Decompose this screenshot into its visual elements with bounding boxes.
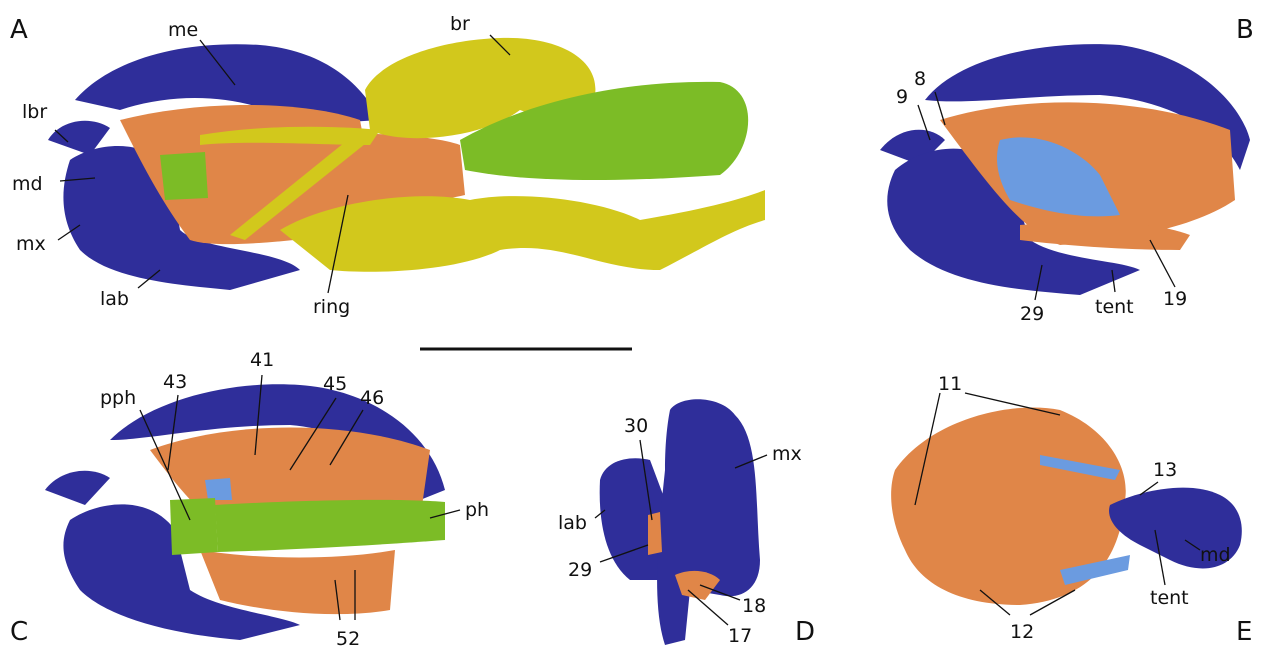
label: md xyxy=(1200,544,1231,566)
label: 19 xyxy=(1163,288,1187,310)
panel-letter: D xyxy=(795,617,815,647)
label: 9 xyxy=(896,86,908,108)
panel-c-render xyxy=(45,384,445,640)
panel-b-render xyxy=(880,44,1250,295)
label: 43 xyxy=(163,371,187,393)
label: 18 xyxy=(742,595,766,617)
label: 41 xyxy=(250,349,274,371)
label: br xyxy=(450,13,470,35)
label: mx xyxy=(772,443,802,465)
label: 13 xyxy=(1153,459,1177,481)
label: 30 xyxy=(624,415,648,437)
label: ring xyxy=(313,296,350,318)
panel-letter: B xyxy=(1236,15,1254,45)
label: md xyxy=(12,173,43,195)
figure: A B C D E me br lbr md mx lab ring 9 8 2… xyxy=(0,0,1264,650)
label: 29 xyxy=(1020,303,1044,325)
label: lbr xyxy=(22,101,47,123)
panel-e-render xyxy=(891,408,1242,606)
label: lab xyxy=(100,288,129,310)
label: 12 xyxy=(1010,621,1034,643)
label: tent xyxy=(1095,296,1134,318)
panel-a-render xyxy=(48,38,765,290)
panel-letter: A xyxy=(10,15,28,45)
label: mx xyxy=(16,233,46,255)
label: pph xyxy=(100,387,136,409)
panel-letter: E xyxy=(1236,617,1252,647)
label: lab xyxy=(558,512,587,534)
label: tent xyxy=(1150,587,1189,609)
label: 46 xyxy=(360,387,384,409)
label: 11 xyxy=(938,373,962,395)
label: 17 xyxy=(728,625,752,647)
label: me xyxy=(168,19,198,41)
label: ph xyxy=(465,499,489,521)
label: 8 xyxy=(914,68,926,90)
label: 52 xyxy=(336,628,360,650)
panel-letter: C xyxy=(10,617,28,647)
label: 45 xyxy=(323,373,347,395)
label: 29 xyxy=(568,559,592,581)
